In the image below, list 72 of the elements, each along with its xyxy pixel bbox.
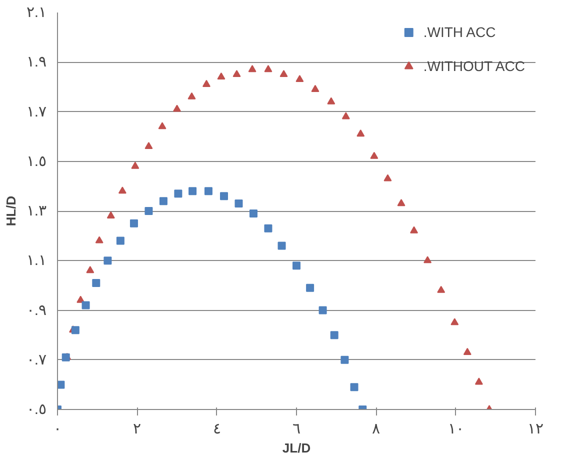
point bbox=[188, 92, 196, 100]
y-axis-title: HL/D bbox=[3, 196, 18, 226]
point bbox=[342, 112, 350, 120]
point bbox=[234, 200, 243, 208]
y-tick-label: ٠.٥ bbox=[26, 401, 47, 418]
point bbox=[130, 219, 138, 228]
point bbox=[116, 236, 124, 245]
point bbox=[327, 97, 336, 104]
point bbox=[248, 65, 256, 72]
legend-label: .WITHOUT ACC bbox=[423, 58, 525, 74]
y-tick-label: ٠.٩ bbox=[26, 302, 47, 319]
point bbox=[330, 331, 338, 340]
point bbox=[264, 224, 272, 232]
point bbox=[318, 306, 327, 314]
x-tick-label: ٢ bbox=[133, 420, 142, 438]
point bbox=[249, 209, 258, 218]
point bbox=[92, 278, 100, 287]
point bbox=[144, 142, 153, 150]
point bbox=[95, 236, 104, 244]
point bbox=[450, 318, 459, 326]
x-tick-label: ٤ bbox=[212, 420, 221, 438]
point bbox=[202, 80, 210, 87]
point bbox=[280, 70, 288, 78]
point bbox=[106, 211, 115, 218]
point bbox=[463, 348, 472, 355]
point bbox=[204, 187, 212, 196]
y-tick-label: ١.٧ bbox=[26, 103, 47, 120]
point bbox=[474, 378, 483, 385]
point bbox=[350, 383, 358, 392]
point bbox=[220, 192, 228, 200]
y-tick-label: ١.٥ bbox=[26, 152, 47, 170]
y-tick-label: ١.١ bbox=[26, 252, 47, 270]
point bbox=[410, 226, 418, 234]
point bbox=[104, 256, 112, 265]
point bbox=[86, 266, 94, 274]
point bbox=[76, 296, 85, 303]
point bbox=[296, 74, 304, 82]
point bbox=[437, 286, 446, 293]
x-tick-label: ١٢ bbox=[528, 420, 544, 438]
point bbox=[370, 152, 378, 159]
point bbox=[174, 190, 182, 198]
point bbox=[264, 65, 272, 72]
y-tick-label: ١.٣ bbox=[26, 202, 47, 220]
point bbox=[306, 284, 314, 292]
legend-label: .WITH ACC bbox=[423, 24, 496, 40]
point bbox=[58, 380, 65, 389]
point bbox=[278, 242, 286, 250]
point bbox=[159, 197, 168, 206]
point bbox=[292, 262, 300, 270]
x-tick-label: ٦ bbox=[292, 420, 300, 438]
x-axis-title: JL/D bbox=[282, 440, 311, 456]
point bbox=[311, 84, 320, 92]
point bbox=[131, 162, 140, 169]
x-tick-label: ٠ bbox=[54, 420, 62, 438]
point bbox=[82, 301, 90, 310]
point bbox=[118, 186, 126, 194]
y-tick-label: ١.٩ bbox=[26, 54, 47, 71]
point bbox=[356, 130, 365, 137]
point bbox=[384, 174, 392, 182]
point bbox=[424, 256, 432, 264]
point bbox=[173, 104, 181, 112]
y-tick-label: ٢.١ bbox=[26, 4, 47, 21]
x-tick-label: ٨ bbox=[372, 420, 380, 438]
point bbox=[217, 72, 226, 80]
x-tick-label: ١٠ bbox=[448, 420, 464, 438]
point bbox=[232, 70, 241, 78]
point bbox=[158, 122, 166, 130]
point bbox=[144, 207, 153, 215]
y-tick-label: ٠.٧ bbox=[26, 351, 47, 368]
point bbox=[188, 187, 197, 196]
point bbox=[340, 356, 349, 364]
point bbox=[397, 199, 406, 206]
